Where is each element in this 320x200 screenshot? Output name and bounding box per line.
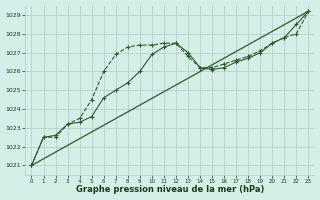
X-axis label: Graphe pression niveau de la mer (hPa): Graphe pression niveau de la mer (hPa) [76,185,264,194]
